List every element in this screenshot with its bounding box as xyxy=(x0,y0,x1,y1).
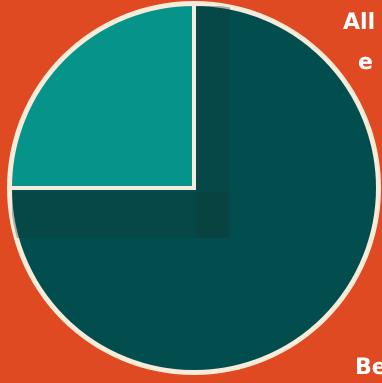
slice-drop-shadow-vertical xyxy=(196,6,230,238)
pie-slice-1 xyxy=(7,1,380,374)
pie-slices xyxy=(7,1,380,374)
cropped-label-line-1: All xyxy=(343,10,376,35)
cropped-label-line-4: Be xyxy=(355,355,382,380)
slice-drop-shadow xyxy=(12,192,228,238)
pie-slice-2 xyxy=(7,1,196,190)
cropped-label-line-2: e xyxy=(358,50,373,75)
